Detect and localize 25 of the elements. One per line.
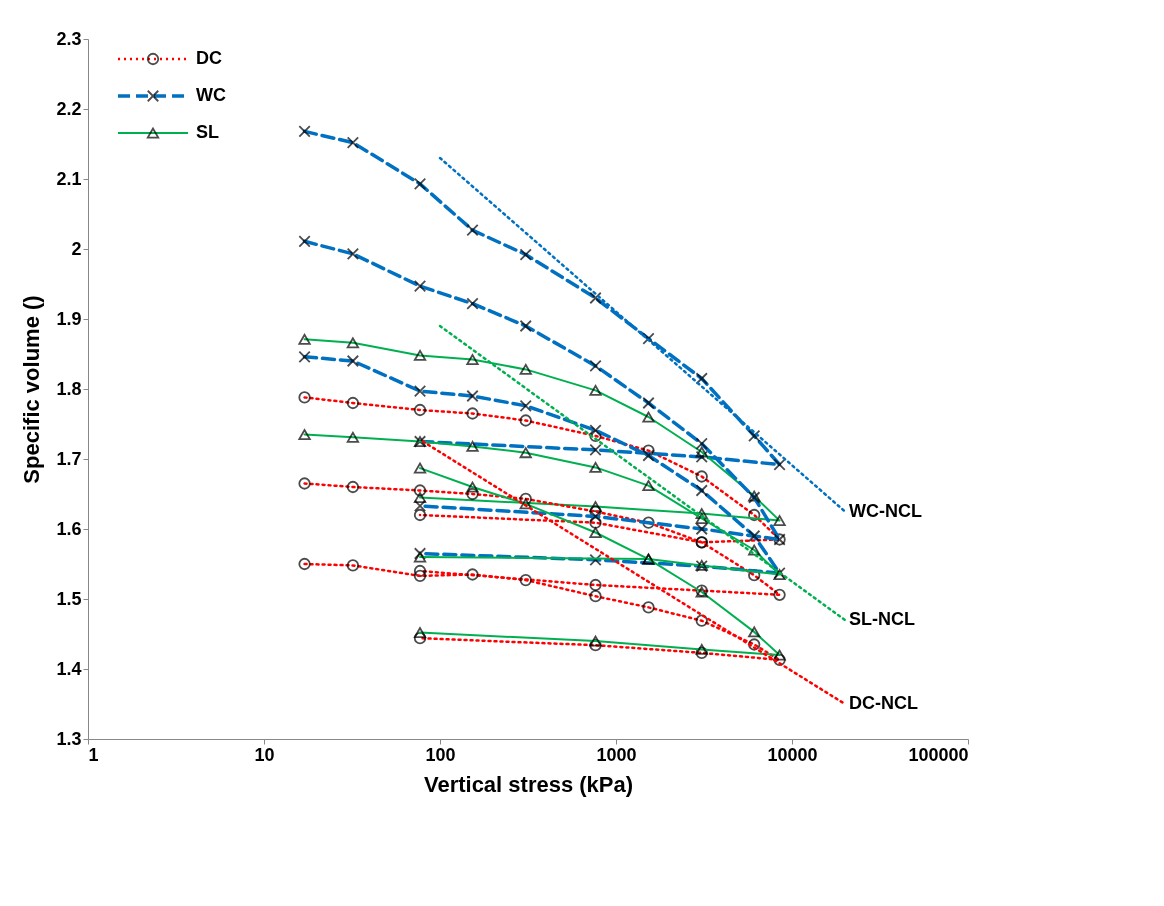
legend-label: DC: [196, 48, 222, 68]
y-tick-label: 1.5: [56, 588, 82, 609]
annotation: WC-NCL: [848, 500, 922, 521]
legend-label: WC: [196, 85, 226, 105]
y-tick-label: 2.2: [56, 98, 82, 119]
x-tick-label: 1000: [596, 744, 637, 765]
x-tick-label: 1: [88, 744, 99, 765]
y-tick-label: 1.8: [56, 378, 82, 399]
y-tick-label: 1.6: [56, 518, 82, 539]
x-tick-label: 10000: [767, 744, 818, 765]
y-tick-label: 2.1: [56, 168, 82, 189]
legend-label: SL: [196, 122, 220, 142]
x-tick-label: 100000: [908, 744, 969, 765]
y-tick-label: 1.4: [56, 658, 82, 679]
y-tick-label: 2: [71, 238, 82, 259]
y-axis-title: Specific volume (): [19, 295, 45, 484]
y-tick-label: 1.7: [56, 448, 82, 469]
x-tick-label: 100: [425, 744, 456, 765]
annotation: SL-NCL: [848, 609, 915, 629]
annotation: DC-NCL: [848, 693, 918, 713]
y-tick-label: 1.9: [56, 308, 82, 329]
y-tick-label: 2.3: [56, 28, 82, 49]
y-tick-label: 1.3: [56, 728, 82, 749]
x-tick-label: 10: [254, 744, 275, 765]
x-axis-title: Vertical stress (kPa): [423, 771, 634, 797]
